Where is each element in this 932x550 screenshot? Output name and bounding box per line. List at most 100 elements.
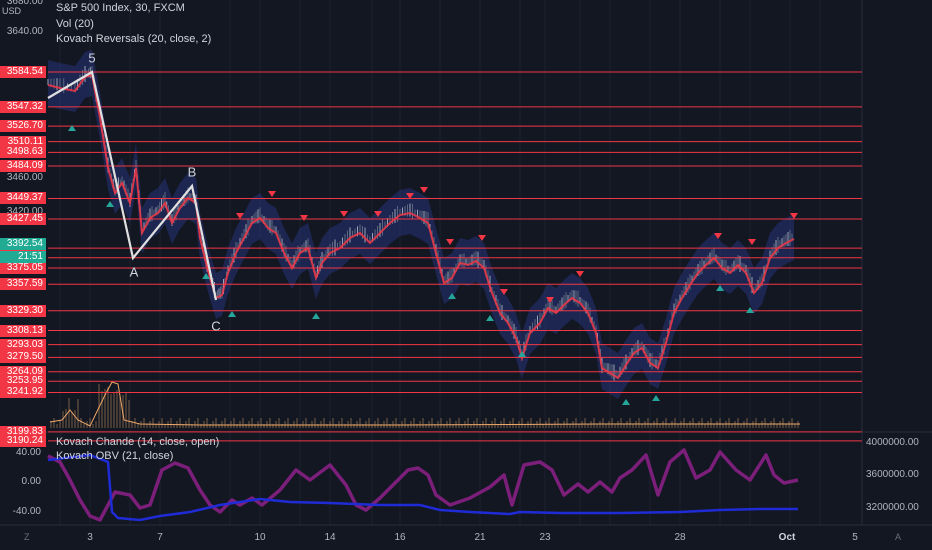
- buy-arrow: [716, 285, 724, 291]
- volume-bar: [656, 418, 658, 428]
- auto-scale-right-button[interactable]: A: [895, 532, 902, 542]
- volume-bar: [281, 424, 283, 428]
- volume-bar: [593, 418, 595, 428]
- volume-bar: [701, 418, 703, 428]
- volume-bar: [449, 418, 451, 428]
- volume-bar: [71, 412, 73, 428]
- volume-bar: [257, 421, 259, 428]
- time-tick: 28: [674, 532, 686, 543]
- volume-bar: [299, 424, 301, 428]
- volume-bar: [323, 418, 325, 428]
- volume-bar: [230, 421, 232, 428]
- volume-bar: [674, 418, 676, 428]
- volume-bar: [584, 418, 586, 428]
- time-tick: 14: [324, 532, 336, 543]
- volume-bar: [101, 391, 103, 428]
- volume-bar: [713, 424, 715, 428]
- sell-arrow: [446, 239, 454, 245]
- level-price-tag: 3241.92: [0, 386, 46, 399]
- volume-bar: [332, 418, 334, 428]
- level-price-tag: 3253.95: [0, 375, 46, 388]
- volume-bar: [578, 424, 580, 428]
- time-tick: 10: [254, 532, 266, 543]
- level-price-tag: 3584.54: [0, 66, 46, 78]
- volume-bar: [785, 424, 787, 428]
- legend-chande[interactable]: Kovach Chande (14, close, open): [56, 436, 220, 448]
- volume-bar: [302, 421, 304, 428]
- time-tick: Oct: [778, 532, 796, 543]
- volume-bar: [254, 424, 256, 428]
- volume-bar: [512, 418, 514, 428]
- volume-bar: [161, 418, 163, 428]
- buy-arrow: [746, 307, 754, 313]
- legend-symbol[interactable]: S&P 500 Index, 30, FXCM: [56, 2, 185, 14]
- volume-bar: [374, 421, 376, 428]
- buy-arrow: [622, 399, 630, 405]
- volume-bar: [614, 424, 616, 428]
- volume-bar: [764, 418, 766, 428]
- level-price-tag: 3484.09: [0, 159, 46, 172]
- volume-bar: [371, 424, 373, 428]
- legend-volume[interactable]: Vol (20): [56, 18, 94, 30]
- volume-bar: [377, 418, 379, 428]
- volume-bar: [236, 424, 238, 428]
- volume-bar: [179, 418, 181, 428]
- auto-scale-button[interactable]: Z: [24, 532, 30, 542]
- volume-bar: [356, 421, 358, 428]
- volume-bar: [224, 418, 226, 428]
- volume-bar: [485, 418, 487, 428]
- level-price-tag: 3510.11: [0, 135, 46, 148]
- volume-bar: [434, 424, 436, 428]
- volume-bar: [503, 418, 505, 428]
- volume-bar: [383, 421, 385, 428]
- volume-bar: [638, 418, 640, 428]
- volume-bar: [575, 418, 577, 428]
- legend-obv[interactable]: Kovach OBV (21, close): [56, 450, 174, 462]
- wave-label: 5: [88, 50, 96, 66]
- volume-bar: [710, 418, 712, 428]
- band-area: [48, 50, 794, 399]
- volume-bar: [731, 424, 733, 428]
- currency-label: USD: [2, 6, 22, 16]
- chande-axis-tick: -40.00: [12, 506, 41, 517]
- volume-bar: [596, 424, 598, 428]
- support-resistance-lines: [48, 71, 862, 442]
- sell-arrow: [374, 211, 382, 217]
- volume-bar: [773, 418, 775, 428]
- volume-bar: [497, 424, 499, 428]
- obv-axis-tick: 4000000.00: [866, 437, 919, 448]
- volume-bar: [152, 418, 154, 428]
- volume-bar: [209, 424, 211, 428]
- volume-bar: [404, 418, 406, 428]
- volume-bar: [461, 424, 463, 428]
- time-tick: 16: [394, 532, 406, 543]
- volume-bar: [470, 424, 472, 428]
- buy-arrow: [106, 201, 114, 207]
- volume-bar: [641, 424, 643, 428]
- volume-bar: [275, 421, 277, 428]
- reversal-band: [48, 50, 794, 399]
- volume-bar: [611, 418, 613, 428]
- volume-bar: [50, 421, 52, 428]
- volume-bar: [479, 424, 481, 428]
- volume-bar: [191, 424, 193, 428]
- bar-countdown: 21:51: [0, 251, 46, 263]
- elliott-wave-drawing[interactable]: [47, 70, 218, 301]
- volume-bar: [425, 424, 427, 428]
- volume-bar: [467, 418, 469, 428]
- volume-bar: [515, 424, 517, 428]
- sell-arrow: [790, 213, 798, 219]
- volume-bar: [347, 421, 349, 428]
- volume-bar: [416, 424, 418, 428]
- volume-bar: [791, 418, 793, 428]
- volume-bar: [395, 418, 397, 428]
- sell-arrow: [236, 213, 244, 219]
- wave-label: C: [211, 318, 221, 334]
- volume-bar: [116, 390, 118, 428]
- volume-bar: [341, 418, 343, 428]
- buy-arrow: [312, 313, 320, 319]
- volume-bar: [659, 424, 661, 428]
- legend-reversals[interactable]: Kovach Reversals (20, close, 2): [56, 33, 212, 45]
- volume-bar: [233, 418, 235, 428]
